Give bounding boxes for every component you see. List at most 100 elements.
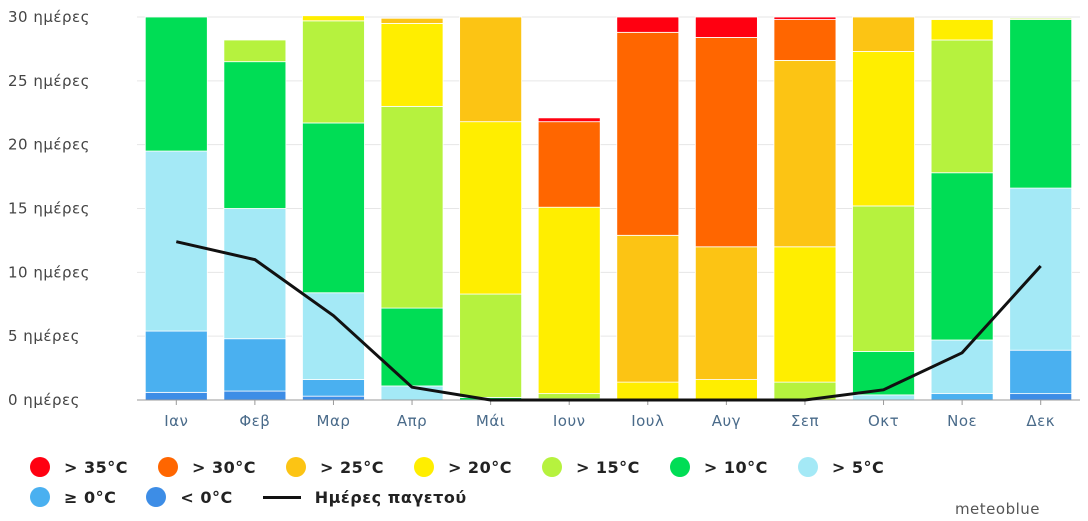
y-tick-label: 15 ημέρες (8, 200, 90, 218)
bar-segment (616, 234, 680, 383)
bar-segment (459, 293, 523, 398)
y-tick-label: 30 ημέρες (8, 8, 90, 26)
bar-segment (773, 60, 837, 248)
legend-item-35[interactable]: > 35°C (30, 457, 128, 477)
bar-segment (380, 105, 444, 309)
legend-item-5[interactable]: > 5°C (797, 457, 885, 477)
x-tick-label: Ιουν (553, 412, 586, 430)
legend-dot-icon (30, 457, 50, 477)
x-tick-label: Μάι (476, 412, 505, 430)
bar-segment (459, 121, 523, 295)
bar-segment (852, 51, 915, 207)
frost-days-line (175, 240, 1042, 402)
bar-segment (616, 31, 680, 236)
legend-label: < 0°C (180, 487, 233, 507)
bar-segment (380, 17, 444, 24)
x-tick-label: Αυγ (712, 412, 741, 430)
y-tick-label: 25 ημέρες (8, 72, 90, 90)
bar-segment (537, 393, 601, 400)
bar-segment (144, 16, 208, 152)
x-tick-label: Ιαν (164, 412, 188, 430)
bar-segment (223, 39, 287, 63)
bar-segment (930, 172, 994, 341)
bar-segment (694, 16, 758, 38)
bar-segment (459, 16, 523, 123)
legend-dot-icon (30, 487, 50, 507)
bar-segment (773, 16, 837, 20)
legend-label: > 10°C (703, 457, 768, 477)
bar-segment (694, 246, 758, 380)
legend-dot-icon (146, 487, 167, 507)
bar-segment (380, 22, 444, 107)
x-tick-label: Νοε (947, 412, 977, 430)
legend-item-25[interactable]: > 25°C (285, 457, 384, 477)
chart-svg: 0 ημέρες 5 ημέρες 10 ημέρες 15 ημέρες 20 ημέ… (8, 8, 1080, 430)
bar-segment (302, 379, 365, 397)
x-tick-label: Φεβ (239, 412, 270, 430)
legend-item-10[interactable]: > 10°C (669, 457, 768, 477)
chart-legend: > 35°C > 30°C > 25°C > 20°C > 15°C > 10°… (30, 452, 1080, 512)
legend-line-icon (262, 495, 301, 499)
bar-segment (852, 394, 915, 401)
bar-segment (537, 206, 601, 395)
legend-item-15[interactable]: > 15°C (541, 457, 640, 477)
legend-label: > 5°C (831, 457, 885, 477)
x-tick-label: Μαρ (317, 412, 351, 430)
bar-segment (223, 390, 287, 401)
bar-segment (1009, 19, 1073, 189)
legend-item-30[interactable]: > 30°C (157, 457, 256, 477)
bar-segment (930, 39, 994, 174)
bar-segment (223, 338, 287, 392)
bar-segment (616, 16, 680, 33)
bar-segment (616, 381, 680, 401)
x-tick-label: Ιουλ (631, 412, 664, 430)
bar-segment (1009, 393, 1073, 401)
legend-label: > 15°C (575, 457, 640, 477)
y-tick-label: 20 ημέρες (8, 136, 90, 154)
bar-segment (694, 37, 758, 248)
bar-segment (302, 122, 365, 294)
legend-item-frost[interactable]: Ημέρες παγετού (262, 487, 467, 507)
x-tick-label: Σεπ (791, 412, 819, 430)
legend-row-1: > 35°C > 30°C > 25°C > 20°C > 15°C > 10°… (30, 452, 1080, 482)
y-tick-label: 10 ημέρες (8, 263, 90, 281)
bar-segment (144, 150, 208, 332)
bar-segment (1009, 349, 1073, 395)
y-tick-label: 5 ημέρες (8, 327, 80, 345)
x-tick-label: Οκτ (868, 412, 899, 430)
legend-dot-icon (541, 457, 562, 477)
bar-segment (144, 391, 208, 401)
bar-segment (537, 117, 601, 123)
bar-segment (302, 15, 365, 22)
y-tick-label: 0 ημέρες (8, 391, 80, 409)
bar-segment (302, 20, 365, 124)
bar-segment (537, 121, 601, 208)
bar-segment (144, 330, 208, 393)
x-tick-label: Απρ (397, 412, 427, 430)
bar-segment (852, 16, 915, 52)
legend-item-lt0[interactable]: < 0°C (146, 487, 232, 507)
legend-label: ≥ 0°C (64, 487, 117, 507)
legend-dot-icon (285, 457, 306, 477)
legend-item-ge0[interactable]: ≥ 0°C (30, 487, 116, 507)
x-tick-label: Δεκ (1026, 412, 1055, 430)
legend-label: Ημέρες παγετού (314, 487, 467, 507)
bar-segment (694, 379, 758, 401)
legend-dot-icon (413, 457, 434, 477)
bar-segment (852, 205, 915, 352)
legend-label: > 35°C (64, 457, 128, 477)
legend-label: > 20°C (447, 457, 512, 477)
bar-segment (1009, 187, 1073, 351)
legend-dot-icon (669, 457, 690, 477)
bar-segment (930, 393, 994, 401)
bar-segment (930, 339, 994, 395)
bar-segment (930, 19, 994, 41)
legend-item-20[interactable]: > 20°C (413, 457, 512, 477)
bar-segment (380, 307, 444, 387)
legend-dot-icon (157, 457, 178, 477)
legend-dot-icon (797, 457, 818, 477)
bar-segment (773, 19, 837, 61)
legend-label: > 25°C (319, 457, 384, 477)
legend-label: > 30°C (191, 457, 256, 477)
bar-segment (1009, 17, 1073, 20)
